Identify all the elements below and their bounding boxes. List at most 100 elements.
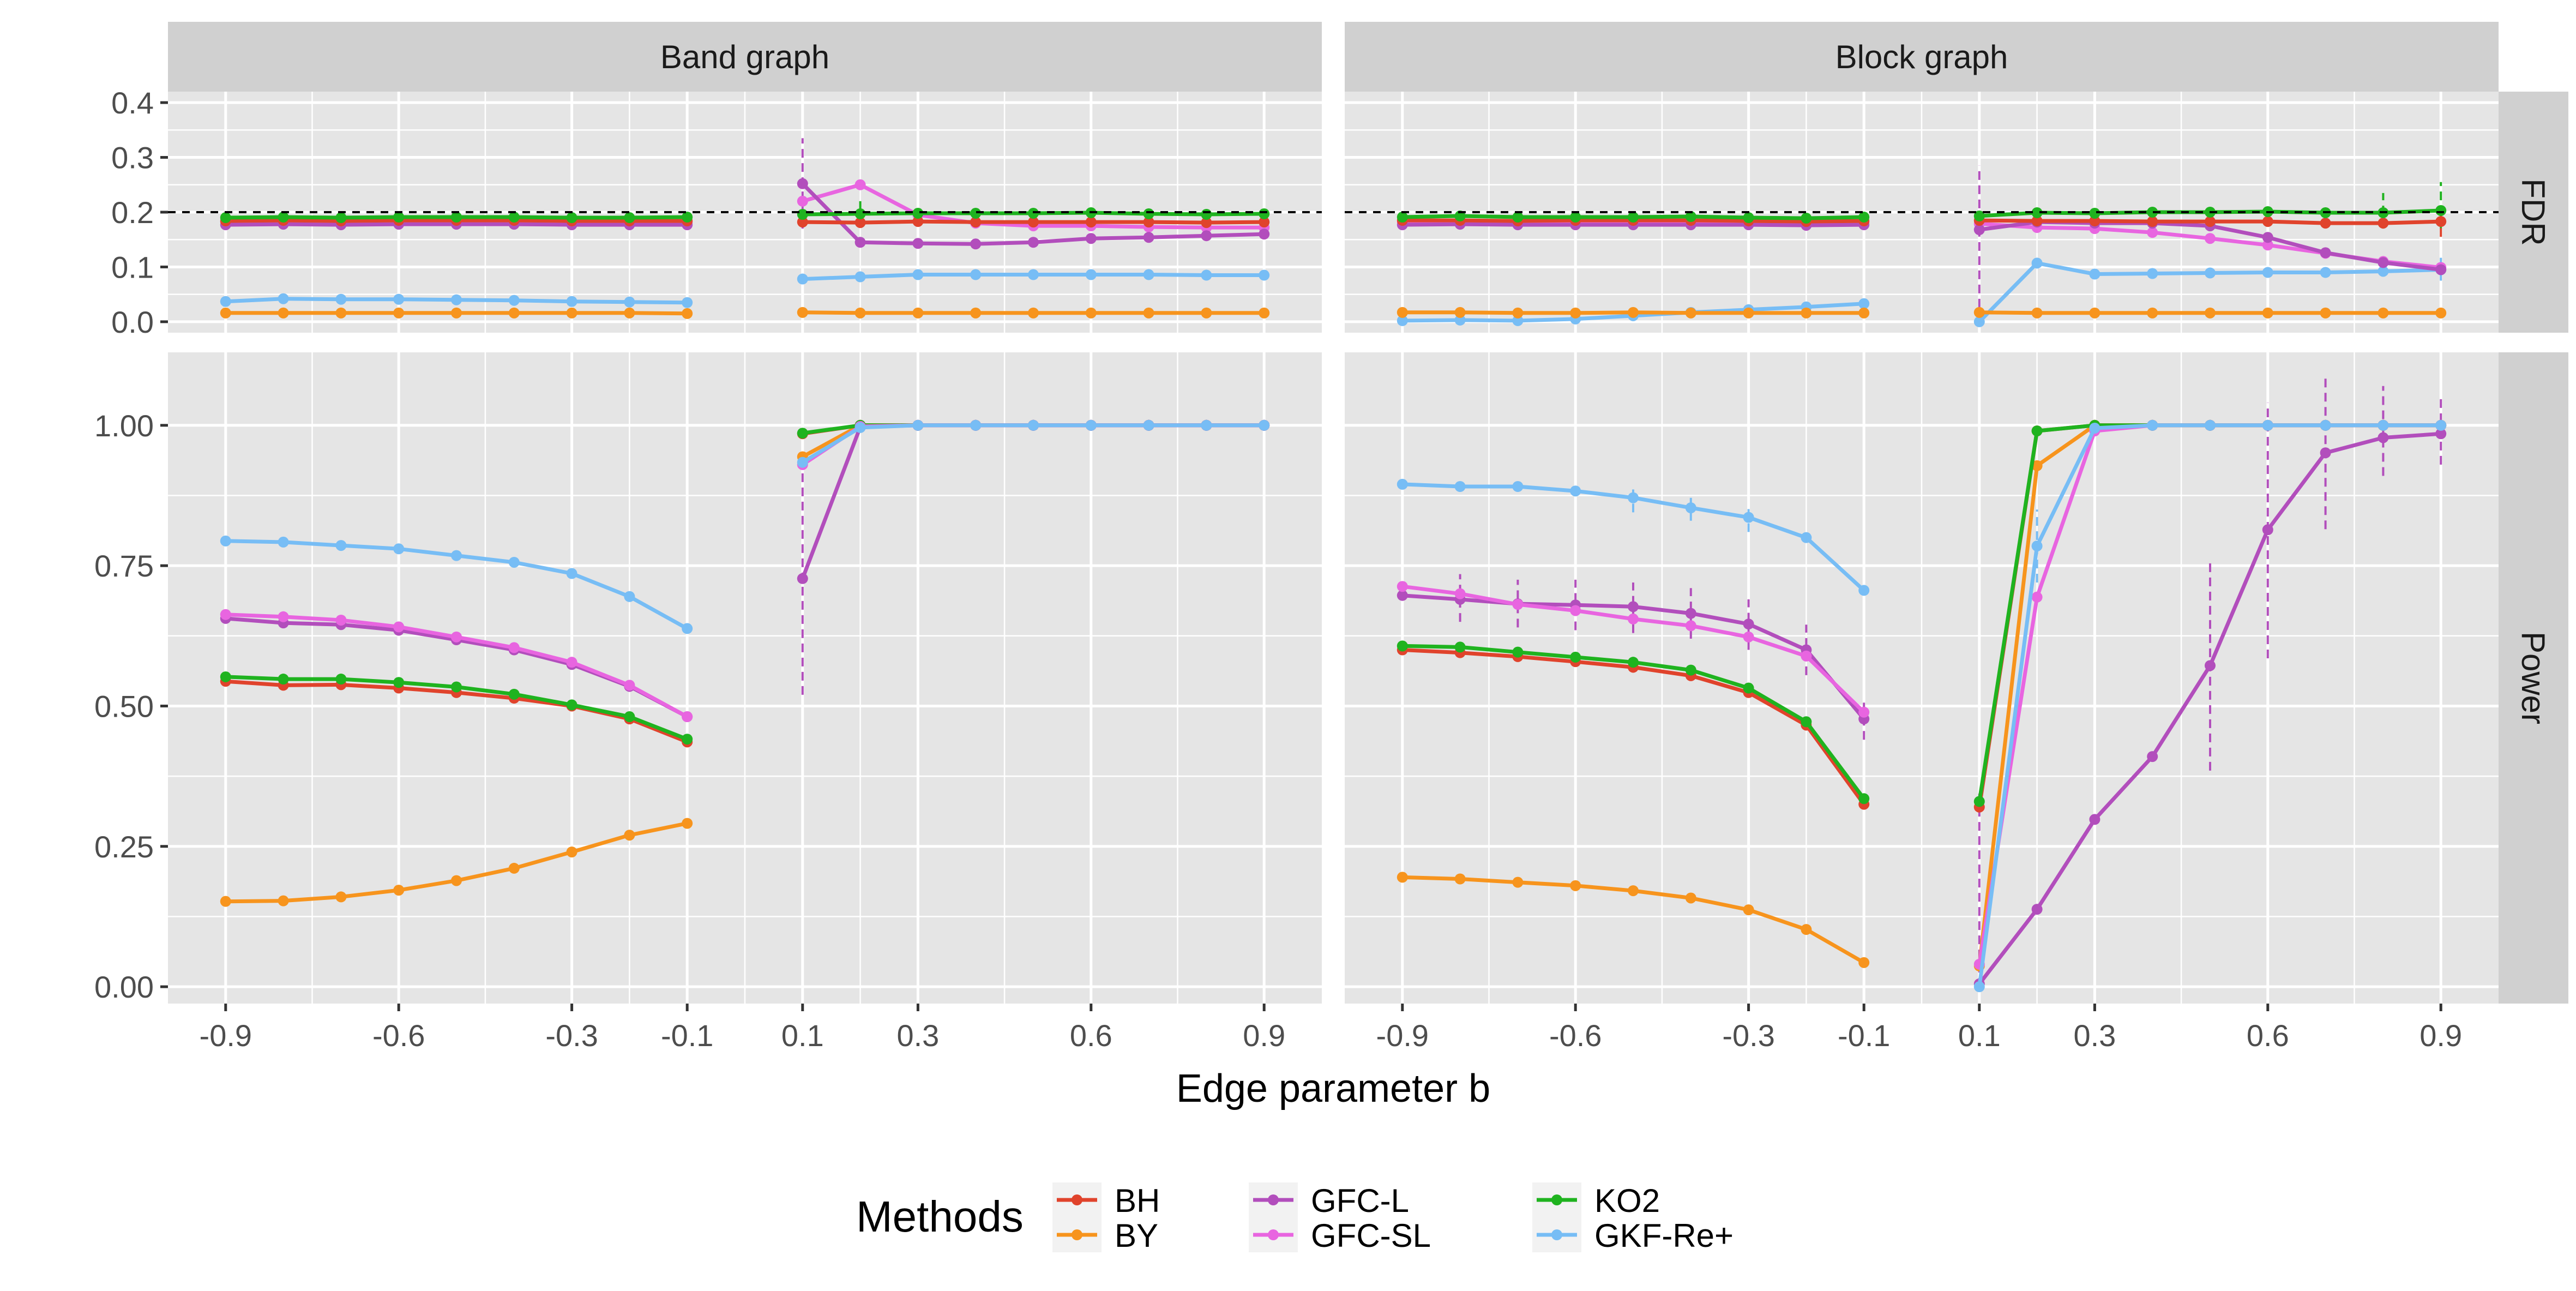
x-tick-label: -0.3 — [545, 1018, 598, 1053]
y-tick-label: 0.4 — [111, 86, 154, 120]
data-point-by — [1973, 307, 1985, 318]
data-point-by — [1628, 307, 1639, 318]
data-point-by — [1259, 307, 1270, 319]
data-point-ko2 — [1570, 651, 1581, 663]
data-point-gfc-l — [2262, 524, 2273, 536]
data-point-gkf-replus — [566, 568, 577, 579]
data-point-gfc-l — [2320, 447, 2331, 459]
data-point-ko2 — [1397, 640, 1408, 652]
data-point-gkf-replus — [1397, 315, 1408, 326]
data-point-gkf-replus — [2320, 419, 2331, 431]
panel-data — [220, 419, 1270, 907]
data-point-by — [1801, 307, 1812, 319]
data-point-gkf-replus — [2089, 268, 2100, 280]
data-point-gkf-replus — [1512, 481, 1524, 493]
data-point-bh — [2147, 216, 2158, 227]
facet-strip-label: Power — [2515, 632, 2551, 724]
data-point-gfc-sl — [1454, 588, 1466, 599]
data-point-gfc-l — [2435, 428, 2447, 440]
x-tick-label: 0.9 — [1243, 1018, 1285, 1053]
data-point-gfc-l — [1685, 608, 1696, 619]
data-point-by — [278, 307, 289, 319]
data-point-gfc-l — [2089, 814, 2100, 825]
x-tick-label: 0.3 — [2073, 1018, 2116, 1053]
data-point-gfc-sl — [1801, 650, 1812, 662]
data-point-by — [1028, 307, 1039, 319]
data-point-gkf-replus — [2089, 422, 2100, 434]
data-point-ko2 — [1028, 208, 1039, 219]
data-point-by — [624, 307, 635, 319]
x-axis-title: Edge parameter b — [1176, 1067, 1490, 1110]
legend-key-point — [1551, 1194, 1562, 1205]
data-point-ko2 — [1628, 657, 1639, 668]
data-point-gkf-replus — [1085, 419, 1097, 431]
legend-item-gfc-l: GFC-L — [1249, 1182, 1409, 1219]
x-tick-label: -0.1 — [661, 1018, 714, 1053]
data-point-gfc-sl — [682, 711, 693, 723]
data-point-gkf-replus — [854, 271, 866, 283]
data-point-ko2 — [220, 212, 231, 224]
data-point-bh — [912, 216, 924, 227]
data-point-gkf-replus — [1201, 269, 1212, 281]
data-point-gkf-replus — [1085, 269, 1097, 280]
x-tick-label: -0.1 — [1838, 1018, 1891, 1053]
x-tick-label: -0.9 — [1376, 1018, 1429, 1053]
data-point-ko2 — [854, 208, 866, 220]
data-point-ko2 — [970, 208, 982, 219]
data-point-ko2 — [1743, 682, 1754, 694]
data-point-ko2 — [797, 428, 808, 439]
data-point-bh — [1085, 217, 1097, 228]
data-point-gfc-sl — [2205, 233, 2216, 244]
data-point-ko2 — [1512, 212, 1524, 223]
facet-strip-column — [168, 22, 1322, 92]
data-point-by — [220, 896, 231, 907]
legend-item-ko2: KO2 — [1532, 1182, 1660, 1219]
x-tick-label: 0.6 — [1070, 1018, 1112, 1053]
data-point-gfc-l — [912, 238, 924, 249]
data-point-ko2 — [1570, 212, 1581, 223]
data-point-by — [335, 891, 347, 903]
data-point-by — [912, 307, 924, 319]
data-point-by — [2147, 307, 2158, 319]
data-point-gfc-l — [1085, 233, 1097, 244]
data-point-by — [451, 307, 462, 319]
data-point-gkf-replus — [2435, 419, 2447, 431]
data-point-gkf-replus — [1973, 316, 1985, 327]
data-point-bh — [2435, 216, 2447, 227]
data-point-gfc-l — [1743, 619, 1754, 630]
data-point-bh — [2089, 215, 2100, 227]
data-point-gfc-l — [2205, 660, 2216, 671]
legend-label: KO2 — [1594, 1182, 1660, 1219]
data-point-by — [1801, 924, 1812, 935]
data-point-ko2 — [508, 688, 520, 700]
data-point-by — [393, 307, 405, 319]
x-tick-label: 0.3 — [896, 1018, 939, 1053]
data-point-gfc-l — [2378, 257, 2389, 268]
data-point-gkf-replus — [1397, 478, 1408, 490]
data-point-gkf-replus — [682, 297, 693, 308]
data-point-bh — [1259, 217, 1270, 228]
data-point-ko2 — [1801, 716, 1812, 728]
legend-key-point — [1072, 1194, 1082, 1205]
data-point-gkf-replus — [1259, 419, 1270, 431]
data-point-gkf-replus — [2147, 419, 2158, 431]
data-point-by — [2089, 307, 2100, 319]
data-point-gfc-sl — [1397, 581, 1408, 592]
data-point-gkf-replus — [624, 296, 635, 308]
data-point-gkf-replus — [682, 623, 693, 634]
data-point-gkf-replus — [1858, 585, 1870, 596]
data-point-gkf-replus — [1570, 485, 1581, 497]
data-point-gfc-l — [2378, 432, 2389, 443]
legend-label: BY — [1115, 1217, 1158, 1254]
data-point-by — [1685, 307, 1696, 319]
data-point-gfc-l — [1201, 230, 1212, 242]
data-point-ko2 — [1973, 796, 1985, 807]
data-point-gfc-sl — [2031, 591, 2043, 603]
data-point-by — [2262, 307, 2273, 319]
data-point-by — [2378, 307, 2389, 319]
data-point-ko2 — [1454, 211, 1466, 222]
data-point-gkf-replus — [1201, 419, 1212, 431]
data-point-ko2 — [1143, 208, 1154, 220]
data-point-gfc-sl — [624, 680, 635, 691]
